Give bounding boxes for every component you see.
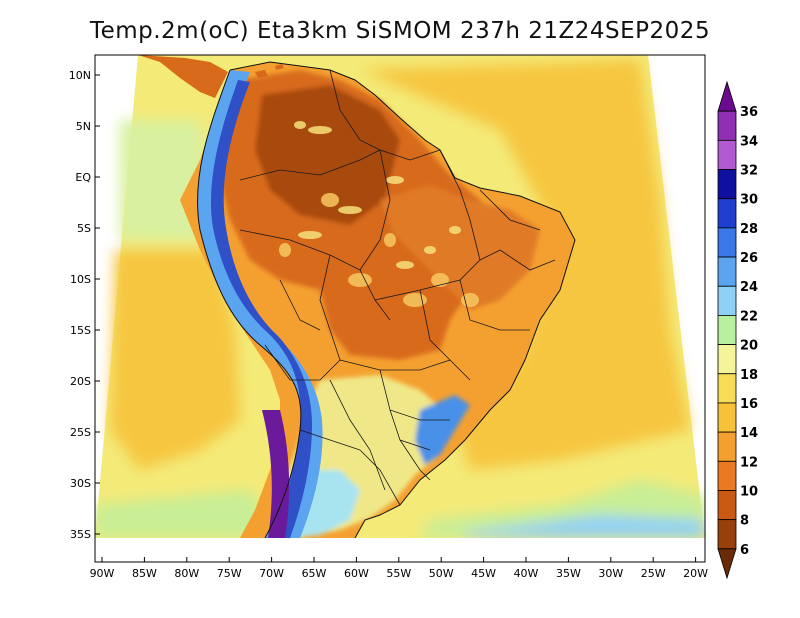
colorbar-label: 26: [740, 251, 758, 266]
colorbar-label: 36: [740, 105, 758, 120]
colorbar-label: 12: [740, 455, 758, 470]
heat-blotch: [424, 246, 436, 254]
heat-blotch: [338, 206, 362, 214]
colorbar-swatch: [717, 519, 737, 550]
lat-tick-label: 10S: [70, 273, 91, 286]
lon-tick-label: 55W: [386, 567, 411, 580]
colorbar-swatch: [717, 344, 737, 375]
andes-core: [210, 80, 312, 538]
colorbar-swatch: [717, 227, 737, 258]
lat-tick-label: 15S: [70, 324, 91, 337]
lon-tick-label: 20W: [683, 567, 708, 580]
heat-blotch: [384, 233, 396, 247]
lon-tick-label: 80W: [174, 567, 199, 580]
lat-tick-label: 5N: [76, 120, 91, 133]
colorbar-label: 10: [740, 484, 758, 499]
longitude-axis: 90W 85W 80W 75W 70W 65W 60W 55W 50W 45W 40W 35W 30W 2…: [90, 557, 708, 580]
colorbar-swatch: [717, 198, 737, 229]
lat-tick-label: 35S: [70, 528, 91, 541]
colorbar: 6 8 10 12 14 16 18 20 22 24 26 28 30 32 34 36: [717, 80, 758, 580]
heat-blotch: [294, 121, 306, 129]
southeast-cool-coast: [415, 395, 470, 465]
colorbar-swatch: [717, 431, 737, 462]
colorbar-label: 22: [740, 309, 758, 324]
southern-cool-zone: [95, 490, 280, 538]
heat-blotch: [396, 261, 414, 269]
heat-blotch: [403, 293, 427, 307]
heat-blotch: [321, 193, 339, 207]
colorbar-label: 18: [740, 368, 758, 383]
colorbar-label: 6: [740, 543, 749, 558]
lat-tick-label: EQ: [75, 171, 91, 184]
colorbar-label: 8: [740, 514, 749, 529]
colorbar-label: 20: [740, 339, 758, 354]
lon-tick-label: 50W: [429, 567, 454, 580]
colorbar-swatch: [717, 169, 737, 200]
central-america: [138, 55, 228, 98]
heat-blotches: [279, 121, 479, 307]
colorbar-swatch: [717, 490, 737, 521]
lat-tick-label: 25S: [70, 426, 91, 439]
heat-blotch: [449, 226, 461, 234]
lon-tick-label: 40W: [514, 567, 539, 580]
colorbar-label: 24: [740, 280, 758, 295]
heat-blotch: [298, 231, 322, 239]
colorbar-swatch: [717, 256, 737, 287]
colorbar-swatch: [717, 460, 737, 491]
lon-tick-label: 60W: [344, 567, 369, 580]
lat-tick-label: 30S: [70, 477, 91, 490]
colorbar-label: 28: [740, 222, 758, 237]
heat-blotch: [308, 126, 332, 134]
lon-tick-label: 75W: [217, 567, 242, 580]
lon-tick-label: 45W: [471, 567, 496, 580]
map-title: Temp.2m(oC) Eta3km SiSMOM 237h 21Z24SEP2…: [89, 18, 711, 44]
colorbar-label: 16: [740, 397, 758, 412]
heat-blotch: [279, 243, 291, 257]
colorbar-swatch: [717, 139, 737, 170]
lon-tick-label: 65W: [302, 567, 327, 580]
colorbar-label: 14: [740, 426, 758, 441]
lon-tick-label: 30W: [598, 567, 623, 580]
colorbar-swatch: [717, 548, 737, 580]
south-america: [138, 55, 576, 538]
map-frame: [94, 54, 706, 563]
political-borders: [239, 69, 556, 506]
atlantic-warm-zone: [360, 60, 690, 470]
colorbar-swatch: [717, 402, 737, 433]
northeast-hot-zone: [380, 185, 540, 310]
lon-tick-label: 85W: [132, 567, 157, 580]
colorbar-swatch: [717, 285, 737, 316]
heat-blotch: [386, 176, 404, 184]
colorbar-swatch: [717, 110, 737, 141]
pacific-warm-zone: [110, 250, 240, 470]
colorbar-label: 34: [740, 134, 758, 149]
very-hot-core: [255, 85, 400, 225]
caribbean-islands: [255, 64, 284, 78]
lon-tick-label: 90W: [90, 567, 115, 580]
coastline: [197, 61, 576, 538]
lat-tick-label: 5S: [77, 222, 91, 235]
lon-tick-label: 25W: [641, 567, 666, 580]
heat-blotch: [348, 273, 372, 287]
colorbar-swatch: [717, 315, 737, 345]
andes-peaks: [262, 410, 290, 538]
latitude-axis: 10N 5N EQ 5S 10S 15S 20S 25S 30S 35S: [69, 69, 100, 541]
lat-tick-label: 10N: [69, 69, 91, 82]
lon-tick-label: 35W: [556, 567, 581, 580]
lat-tick-label: 20S: [70, 375, 91, 388]
colorbar-swatch: [717, 80, 737, 112]
south-atlantic-cold-zone: [460, 515, 705, 538]
lon-tick-label: 70W: [259, 567, 284, 580]
colorbar-label: 32: [740, 164, 758, 179]
colorbar-label: 30: [740, 193, 758, 208]
map-panel: [95, 55, 705, 538]
colorbar-swatch: [717, 373, 737, 404]
andes-cold-ridge: [197, 70, 323, 538]
